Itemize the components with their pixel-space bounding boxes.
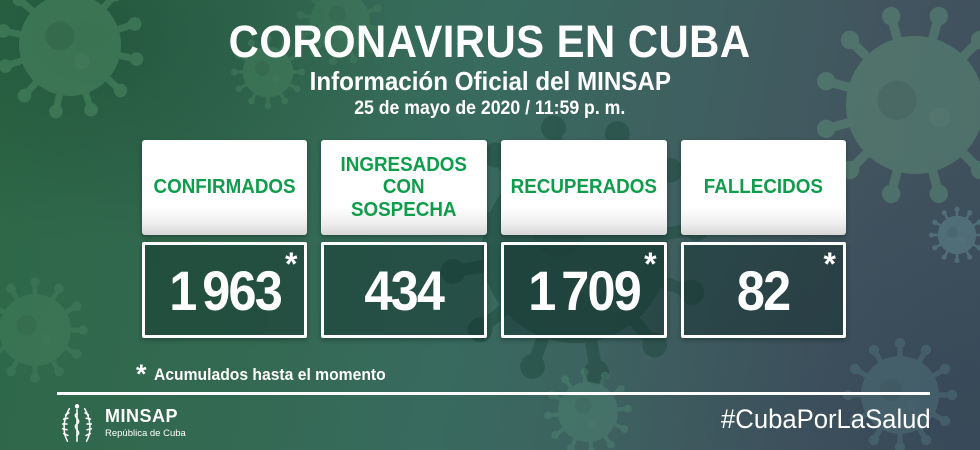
- divider-line: [57, 392, 930, 395]
- stat-card-confirmados: CONFIRMADOS 1 963 *: [142, 140, 308, 338]
- stat-value: 434: [364, 258, 446, 322]
- stat-value: 1 963: [168, 258, 283, 322]
- asterisk-marker: *: [644, 246, 657, 282]
- stat-value: 82: [737, 258, 791, 322]
- stat-cards-row: CONFIRMADOS 1 963 * INGRESADOS CON SOSPE…: [142, 140, 846, 338]
- minsap-logo: MINSAP República de Cuba: [55, 401, 186, 445]
- asterisk-marker: *: [285, 246, 298, 282]
- stat-value-box: 434: [321, 242, 487, 338]
- stat-value-box: 82 *: [680, 242, 846, 338]
- stat-label: FALLECIDOS: [680, 140, 846, 235]
- stat-value: 1 709: [527, 258, 642, 322]
- stat-card-ingresados: INGRESADOS CON SOSPECHA 434: [321, 140, 487, 338]
- page-title: CORONAVIRUS EN CUBA: [229, 16, 751, 67]
- footnote: * Acumulados hasta el momento: [136, 359, 397, 389]
- page-subtitle: Información Oficial del MINSAP: [309, 66, 671, 96]
- stat-card-fallecidos: FALLECIDOS 82 *: [680, 140, 846, 338]
- stat-label: CONFIRMADOS: [142, 140, 308, 235]
- logo-subtitle: República de Cuba: [105, 427, 186, 439]
- virus-icon: [0, 277, 88, 383]
- logo-text: MINSAP República de Cuba: [105, 406, 186, 439]
- stat-card-recuperados: RECUPERADOS 1 709 *: [500, 140, 667, 338]
- logo-title: MINSAP: [105, 406, 179, 427]
- footnote-text: Acumulados hasta el momento: [153, 366, 386, 384]
- stat-value-box: 1 963 *: [142, 242, 308, 338]
- virus-icon: [928, 206, 980, 264]
- hashtag-text: #CubaPorLaSalud: [721, 404, 931, 434]
- caduceus-laurel-icon: [61, 404, 93, 442]
- stat-label: INGRESADOS CON SOSPECHA: [321, 140, 487, 235]
- stat-value-box: 1 709 *: [500, 242, 667, 338]
- stat-label: RECUPERADOS: [500, 140, 667, 235]
- asterisk-marker: *: [823, 246, 836, 282]
- date-text: 25 de mayo de 2020 / 11:59 p. m.: [354, 98, 626, 119]
- footnote-marker: *: [136, 359, 147, 389]
